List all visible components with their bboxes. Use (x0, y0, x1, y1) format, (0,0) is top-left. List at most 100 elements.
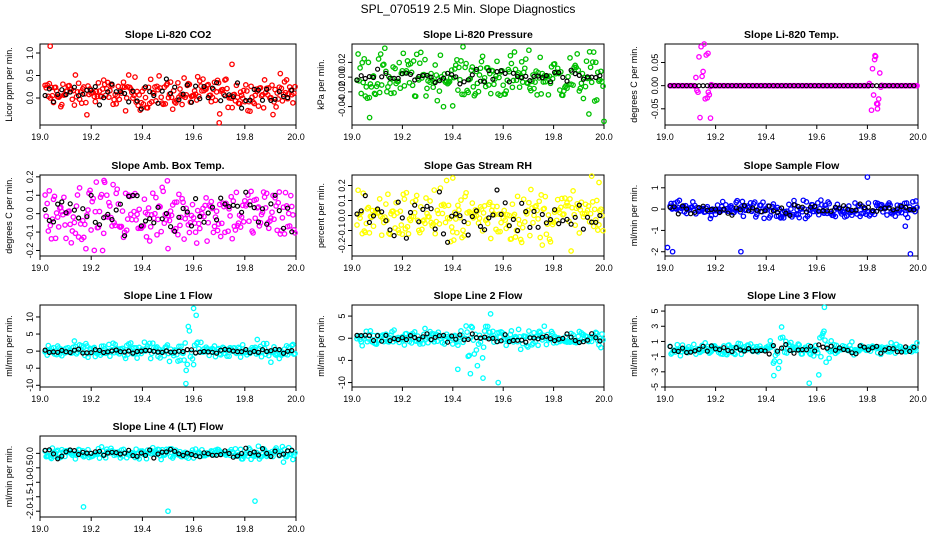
data-point (568, 248, 574, 254)
data-point (700, 68, 706, 75)
data-point (398, 222, 405, 228)
reference-point (84, 214, 90, 220)
data-point (405, 230, 412, 237)
reference-point (188, 223, 195, 229)
data-point (376, 89, 383, 96)
data-point (133, 217, 139, 223)
black-series (42, 346, 295, 356)
data-point (74, 192, 81, 198)
data-point (127, 211, 134, 218)
data-point (509, 201, 516, 208)
reference-point (147, 89, 153, 95)
x-tick-label: 20.0 (909, 132, 927, 142)
reference-point (67, 89, 73, 95)
data-point (484, 323, 491, 330)
reference-point (205, 451, 211, 457)
reference-point (80, 206, 86, 212)
panel-slope-gas-stream-rh: Slope Gas Stream RH 19.0 19.2 19.4 19.6 19.8 2… (316, 160, 613, 273)
data-point (516, 221, 523, 227)
reference-point (75, 451, 82, 458)
reference-point (113, 207, 119, 213)
data-point (399, 231, 406, 238)
reference-point (67, 201, 73, 207)
data-point (376, 196, 383, 202)
data-point (401, 82, 408, 89)
reference-point (453, 336, 459, 342)
x-tick-label: 19.4 (444, 394, 462, 404)
data-point (589, 59, 596, 65)
reference-point (214, 350, 220, 356)
data-point (209, 205, 216, 212)
data-point (277, 70, 284, 77)
data-point (782, 338, 789, 345)
data-point (230, 198, 237, 204)
data-point (541, 323, 548, 330)
data-point (576, 230, 583, 236)
data-point (205, 219, 212, 226)
data-point (515, 326, 522, 333)
x-tick-label: 20.0 (595, 394, 613, 404)
reference-point (824, 345, 830, 351)
data-point (545, 91, 552, 98)
data-point (517, 346, 524, 353)
reference-point (285, 205, 291, 211)
data-point (567, 55, 573, 61)
data-point (89, 198, 96, 205)
data-point (803, 199, 810, 205)
reference-point (465, 232, 471, 238)
data-point (120, 79, 127, 86)
data-point (178, 343, 184, 350)
reference-point (597, 212, 603, 219)
reference-point (285, 94, 291, 101)
reference-point (276, 208, 282, 214)
plot-frame (39, 174, 297, 257)
data-point (270, 111, 276, 118)
panel-slope-li-820-co2: Slope Li-820 CO2 19.0 19.2 19.4 19.6 19.8 20.0… (4, 29, 305, 142)
data-point (739, 198, 746, 205)
data-point (463, 323, 469, 329)
reference-point (138, 106, 144, 112)
data-point (263, 190, 270, 197)
data-point (528, 186, 534, 193)
colored-series (667, 304, 920, 387)
data-point (697, 114, 703, 121)
data-point (587, 64, 594, 71)
data-point (705, 89, 712, 96)
data-point (43, 84, 50, 91)
data-point (486, 199, 493, 206)
reference-point (113, 347, 119, 353)
data-point (212, 97, 219, 104)
reference-point (593, 74, 599, 81)
reference-point (55, 91, 61, 98)
reference-point (264, 450, 270, 456)
data-point (193, 240, 200, 246)
data-point (171, 199, 178, 206)
data-point (154, 231, 160, 238)
data-point (146, 238, 153, 244)
data-point (706, 91, 713, 98)
reference-point (547, 79, 554, 85)
reference-point (230, 94, 236, 100)
reference-point (391, 233, 397, 239)
reference-point (576, 202, 582, 208)
data-point (370, 223, 377, 230)
reference-point (218, 195, 224, 201)
reference-point (168, 90, 174, 96)
reference-point (362, 75, 368, 82)
data-point (239, 341, 246, 348)
y-tick-label: 0.0 (25, 447, 35, 460)
data-point (587, 210, 594, 217)
reference-point (737, 207, 743, 213)
data-point (751, 199, 758, 205)
reference-point (412, 77, 418, 83)
x-tick-label: 20.0 (909, 394, 927, 404)
reference-point (222, 201, 228, 207)
data-point (80, 234, 87, 241)
data-point (271, 344, 277, 350)
x-tick-label: 19.6 (808, 394, 826, 404)
x-tick-label: 19.4 (134, 263, 152, 273)
data-point (358, 90, 365, 97)
data-point (114, 186, 121, 193)
data-point (113, 100, 120, 107)
y-tick-label: 5 (337, 314, 347, 319)
